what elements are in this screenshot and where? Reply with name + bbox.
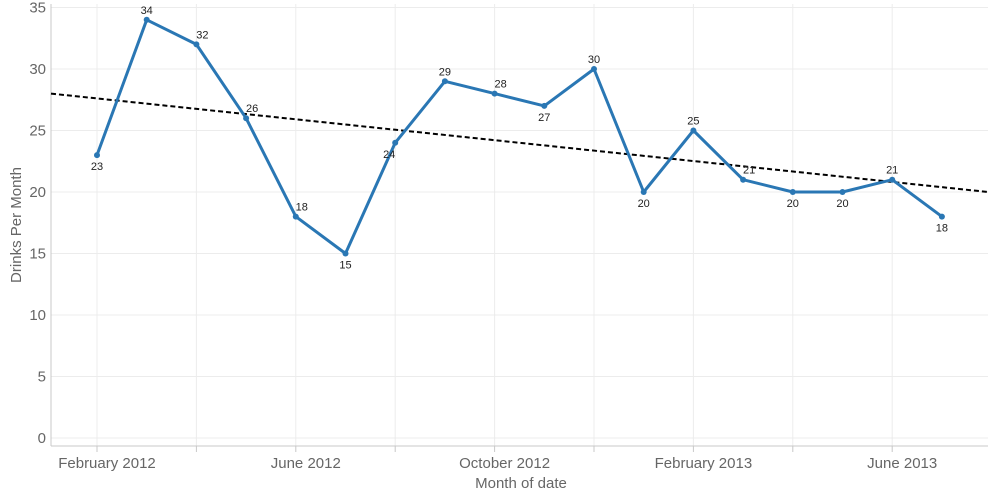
data-labels: 23 34 32 26 18 15 24 29 28 27 30 20 25 21 20 20 21 18: [91, 5, 948, 272]
data-label: 27: [538, 112, 550, 124]
data-point: [690, 127, 697, 134]
x-tick-label: February 2013: [655, 455, 753, 472]
data-label: 28: [494, 79, 506, 91]
data-point: [839, 189, 846, 195]
y-tick-label: 25: [29, 123, 46, 140]
grid-lines: [51, 4, 988, 446]
data-point: [292, 213, 299, 220]
data-point: [392, 139, 399, 146]
x-axis-title: Month of date: [475, 475, 567, 492]
data-label: 18: [296, 202, 308, 214]
data-point: [243, 115, 250, 122]
trend-line: [50, 92, 988, 193]
y-tick-label: 20: [29, 184, 46, 201]
x-tick-label: October 2012: [459, 455, 550, 472]
data-point: [441, 78, 448, 85]
data-point: [938, 213, 945, 220]
data-point: [193, 41, 200, 48]
data-label: 21: [743, 165, 755, 177]
data-label: 24: [383, 149, 395, 161]
x-tick-label: June 2013: [867, 455, 937, 472]
series-group: [94, 16, 945, 257]
y-tick-label: 0: [38, 430, 46, 447]
data-label: 18: [936, 223, 948, 235]
y-axis-ticks: 0 5 10 15 20 25 30 35: [29, 0, 46, 447]
data-point: [889, 176, 896, 183]
x-tick-label: February 2012: [58, 455, 156, 472]
y-tick-label: 30: [29, 61, 46, 78]
data-point: [541, 102, 548, 109]
data-label: 29: [439, 66, 451, 78]
data-point: [640, 189, 647, 195]
data-label: 32: [196, 29, 208, 41]
y-tick-label: 15: [29, 246, 46, 263]
data-point: [342, 250, 349, 257]
series-line: [95, 18, 943, 255]
data-point: [591, 66, 597, 72]
data-label: 30: [588, 54, 600, 66]
data-label: 23: [91, 161, 103, 173]
data-point: [491, 90, 498, 97]
data-label: 21: [886, 165, 898, 177]
y-tick-label: 5: [38, 369, 46, 386]
data-label: 20: [836, 198, 848, 210]
data-label: 26: [246, 103, 258, 115]
data-label: 20: [638, 198, 650, 210]
data-point: [94, 152, 100, 159]
data-label: 20: [787, 198, 799, 210]
data-label: 34: [141, 5, 153, 17]
axes: [50, 4, 988, 447]
data-point: [143, 16, 150, 23]
data-point: [740, 176, 747, 183]
y-axis-title: Drinks Per Month: [8, 167, 25, 283]
y-tick-label: 10: [29, 307, 46, 324]
data-label: 15: [339, 260, 351, 272]
trend-line-group: [50, 92, 988, 193]
x-tick-label: June 2012: [271, 455, 341, 472]
data-label: 25: [687, 116, 699, 128]
y-tick-label: 35: [29, 0, 46, 17]
data-point: [789, 189, 796, 195]
x-axis-ticks: February 2012 June 2012 October 2012 Februa…: [58, 446, 937, 472]
